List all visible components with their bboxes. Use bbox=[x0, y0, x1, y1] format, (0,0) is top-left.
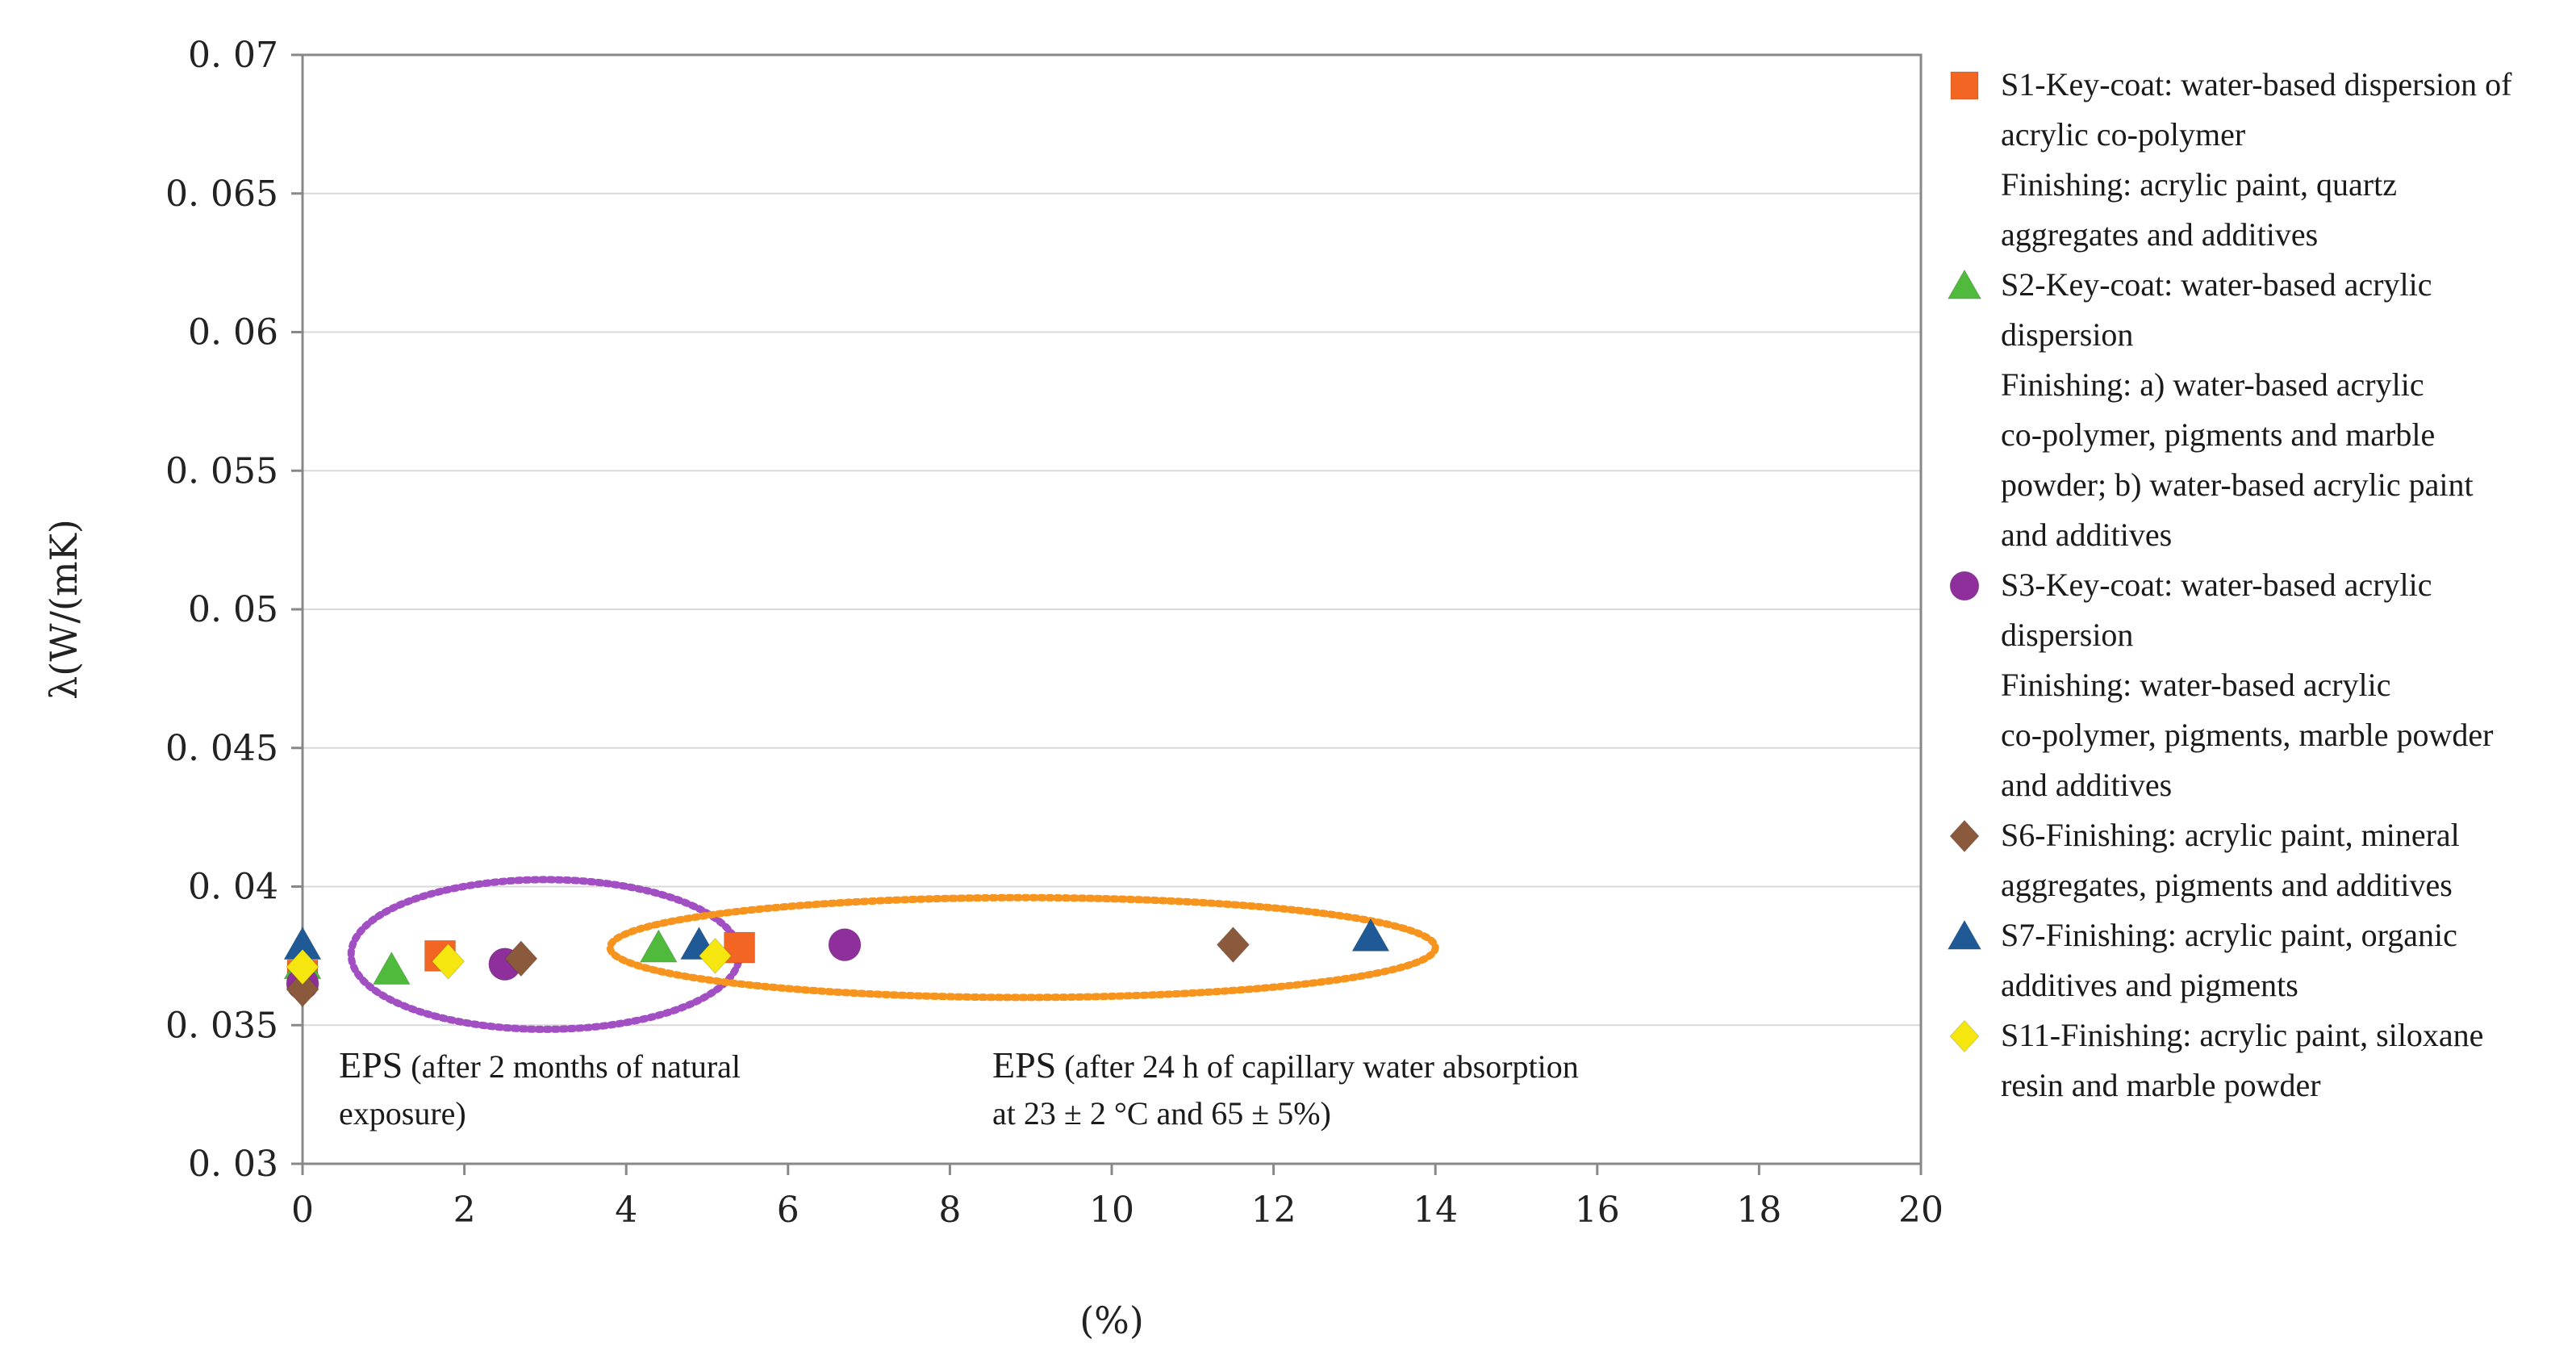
annotation-labels: EPS (after 2 months of natural exposure) E… bbox=[339, 1044, 1579, 1131]
x-tick-label: 4 bbox=[615, 1190, 637, 1231]
data-point-s7 bbox=[1351, 918, 1390, 952]
legend-text-s2: and additives bbox=[2001, 517, 2172, 553]
legend-text-s2: co-polymer, pigments and marble bbox=[2001, 416, 2435, 453]
y-tick-label: 0. 07 bbox=[188, 35, 278, 76]
data-point-s6 bbox=[504, 940, 538, 977]
y-tick-label: 0. 045 bbox=[165, 728, 278, 769]
data-markers bbox=[283, 918, 1390, 1008]
annotation-label-detail: (after 24 h of capillary water absorptio… bbox=[1056, 1048, 1579, 1085]
x-tick-label: 2 bbox=[453, 1190, 476, 1231]
legend-marker-s1 bbox=[1950, 71, 1979, 100]
annotation-label-line1: EPS (after 2 months of natural bbox=[339, 1044, 741, 1085]
legend-text-s2: dispersion bbox=[2001, 316, 2133, 353]
y-axis-title: λ(W/(mK) bbox=[42, 519, 86, 700]
legend-marker-s7 bbox=[1947, 919, 1982, 950]
legend-text-s6: aggregates, pigments and additives bbox=[2001, 867, 2453, 903]
data-point-s11 bbox=[698, 937, 733, 974]
annotation-label-line2: at 23 ± 2 °C and 65 ± 5%) bbox=[992, 1095, 1331, 1131]
data-point-s11 bbox=[286, 948, 319, 985]
legend-text-s7: S7-Finishing: acrylic paint, organic bbox=[2001, 917, 2457, 953]
legend-text-s2: Finishing: a) water-based acrylic bbox=[2001, 366, 2424, 403]
legend: S1-Key-coat: water-based dispersion of ac… bbox=[1947, 66, 2512, 1103]
annotation-label-line1: EPS (after 24 h of capillary water absor… bbox=[992, 1044, 1579, 1085]
x-tick-label: 14 bbox=[1413, 1190, 1458, 1231]
legend-text-s11: resin and marble powder bbox=[2001, 1067, 2321, 1103]
x-axis-title: (%) bbox=[1079, 1299, 1144, 1342]
legend-marker-s2 bbox=[1947, 269, 1982, 299]
x-tick-label: 18 bbox=[1736, 1190, 1781, 1231]
data-point-s2 bbox=[639, 929, 678, 963]
legend-text-s3: and additives bbox=[2001, 767, 2172, 803]
x-axis-ticks: 0 2 4 6 8 10 12 14 16 18 20 bbox=[291, 1164, 1943, 1231]
legend-text-s3: co-polymer, pigments, marble powder bbox=[2001, 717, 2493, 753]
x-tick-label: 6 bbox=[777, 1190, 800, 1231]
legend-text-s1: aggregates and additives bbox=[2001, 216, 2318, 253]
data-point-s3 bbox=[828, 928, 862, 962]
annotation-ellipse bbox=[606, 893, 1439, 1002]
y-tick-label: 0. 04 bbox=[188, 867, 278, 908]
legend-marker-s3 bbox=[1949, 571, 1980, 601]
annotation-ellipse bbox=[347, 876, 744, 1033]
annotation-label-detail: (after 2 months of natural bbox=[403, 1048, 741, 1085]
x-tick-label: 16 bbox=[1575, 1190, 1620, 1231]
legend-text-s1: acrylic co-polymer bbox=[2001, 116, 2245, 153]
data-point-s2 bbox=[372, 951, 411, 985]
legend-text-s1: Finishing: acrylic paint, quartz bbox=[2001, 166, 2397, 203]
y-tick-label: 0. 035 bbox=[165, 1005, 278, 1046]
legend-text-s11: S11-Finishing: acrylic paint, siloxane bbox=[2001, 1017, 2483, 1053]
grid-lines bbox=[303, 192, 1921, 1027]
x-tick-label: 20 bbox=[1898, 1190, 1943, 1231]
y-tick-label: 0. 055 bbox=[165, 450, 278, 491]
data-point-s11 bbox=[431, 943, 466, 980]
legend-text-s6: S6-Finishing: acrylic paint, mineral bbox=[2001, 817, 2460, 853]
data-point-s6 bbox=[1216, 927, 1250, 964]
y-tick-label: 0. 05 bbox=[188, 589, 278, 630]
data-point-s6 bbox=[286, 971, 319, 1008]
y-tick-label: 0. 065 bbox=[165, 174, 278, 215]
y-axis-ticks: 0. 03 0. 035 0. 04 0. 045 0. 05 0. 055 0. 06 0.… bbox=[165, 35, 303, 1185]
legend-marker-s11 bbox=[1949, 1019, 1980, 1053]
legend-text-s3: S3-Key-coat: water-based acrylic bbox=[2001, 567, 2432, 603]
legend-text-s3: Finishing: water-based acrylic bbox=[2001, 667, 2391, 703]
legend-text-s7: additives and pigments bbox=[2001, 967, 2298, 1003]
annotation-label-eps: EPS bbox=[339, 1044, 403, 1085]
x-tick-label: 10 bbox=[1089, 1190, 1134, 1231]
x-tick-label: 8 bbox=[938, 1190, 961, 1231]
y-tick-label: 0. 06 bbox=[188, 312, 278, 353]
x-tick-label: 0 bbox=[291, 1190, 314, 1231]
legend-text-s2: powder; b) water-based acrylic paint bbox=[2001, 466, 2474, 503]
annotation-label-eps: EPS bbox=[992, 1044, 1056, 1085]
legend-text-s1: S1-Key-coat: water-based dispersion of bbox=[2001, 66, 2512, 102]
legend-marker-s6 bbox=[1949, 819, 1980, 853]
y-tick-label: 0. 03 bbox=[188, 1144, 278, 1185]
legend-text-s2: S2-Key-coat: water-based acrylic bbox=[2001, 266, 2432, 303]
x-tick-label: 12 bbox=[1251, 1190, 1296, 1231]
legend-text-s3: dispersion bbox=[2001, 617, 2133, 653]
annotation-label-line2: exposure) bbox=[339, 1095, 466, 1131]
